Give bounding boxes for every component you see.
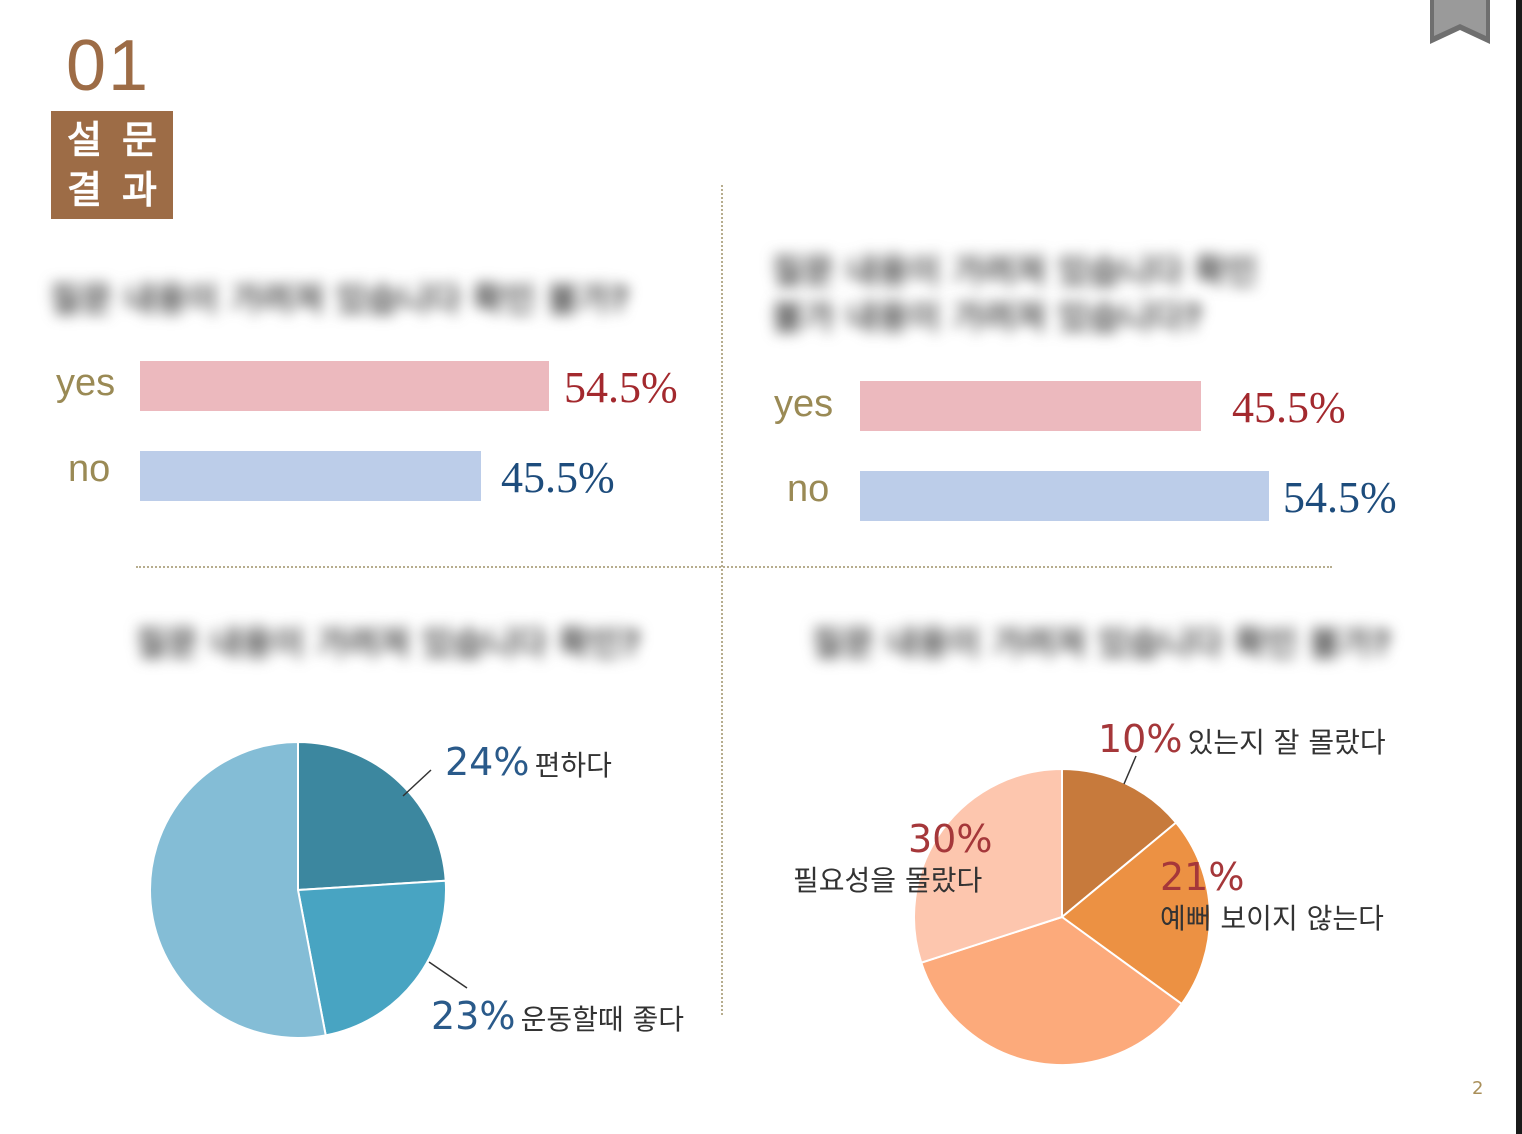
pie-slice-pct: 24% xyxy=(445,740,530,784)
pie1-label-24: 24% 편하다 xyxy=(445,743,612,781)
pie-slice-3 xyxy=(913,767,1063,964)
bar-value-no: 45.5% xyxy=(501,453,615,502)
question-1-text: 질문 내용이 가려져 있습니다 확인 불가? xyxy=(50,280,630,320)
question-3-text: 질문 내용이 가려져 있습니다 확인? xyxy=(136,624,641,664)
pie-slice-1 xyxy=(1060,821,1211,1006)
bar-yes xyxy=(140,361,549,411)
bar-value-yes: 54.5% xyxy=(564,363,678,412)
pie-slice-0 xyxy=(297,740,447,892)
bar-label-yes: yes xyxy=(56,362,116,404)
pie1-label-23: 23% 운동할때 좋다 xyxy=(431,997,684,1035)
pie-slice-pct: 21% xyxy=(1160,855,1245,899)
bar-no xyxy=(140,451,482,501)
question-2-text-line1: 질문 내용이 가려져 있습니다 확인 xyxy=(772,252,1258,292)
pie2-label-10: 10% 있는지 잘 몰랐다 xyxy=(1098,720,1386,758)
section-title-char: 문 xyxy=(122,118,157,162)
section-title-char: 설 xyxy=(67,118,102,162)
bar-no xyxy=(860,471,1269,521)
window-edge xyxy=(1516,0,1522,1134)
pie-slice-label: 필요성을 몰랐다 xyxy=(793,864,983,897)
bar-label-no: no xyxy=(787,468,830,510)
horizontal-divider xyxy=(136,566,1332,568)
bar-label-no: no xyxy=(68,448,111,490)
bar-value-no: 54.5% xyxy=(1283,473,1397,522)
section-title-char: 과 xyxy=(122,168,157,212)
pie-slice-2 xyxy=(919,915,1184,1066)
pie-slice-pct: 30% xyxy=(908,817,993,861)
pie-slice-pct: 23% xyxy=(431,994,516,1038)
pie-slice-1 xyxy=(296,879,447,1037)
pie-slice-label: 예뻐 보이지 않는다 xyxy=(1160,902,1384,935)
pie-leader-line xyxy=(1123,755,1137,785)
slide-number: 2 xyxy=(1472,1078,1484,1099)
pie-chart-1 xyxy=(149,740,447,1039)
bookmark-icon xyxy=(1430,0,1490,44)
question-2-text-line2: 불가 내용이 가려져 있습니다? xyxy=(772,298,1203,338)
pie-slice-pct: 10% xyxy=(1098,717,1183,761)
bar-yes xyxy=(860,381,1202,431)
section-title-box: 설 문 결 과 xyxy=(51,111,173,219)
question-4-text: 질문 내용이 가려져 있습니다 확인 불가? xyxy=(812,624,1392,664)
pie-slice-2 xyxy=(149,740,327,1039)
section-number: 01 xyxy=(66,26,151,106)
pie-chart-2 xyxy=(913,767,1211,1066)
bar-value-yes: 45.5% xyxy=(1232,383,1346,432)
pie-slice-label: 있는지 잘 몰랐다 xyxy=(1187,726,1386,759)
pie-leader-lines xyxy=(402,769,468,989)
pie-slice-label: 편하다 xyxy=(534,749,612,782)
section-title-char: 결 xyxy=(67,168,102,212)
pie-slice-label: 운동할때 좋다 xyxy=(520,1003,685,1036)
bar-label-yes: yes xyxy=(774,383,834,425)
vertical-divider xyxy=(721,185,723,1015)
